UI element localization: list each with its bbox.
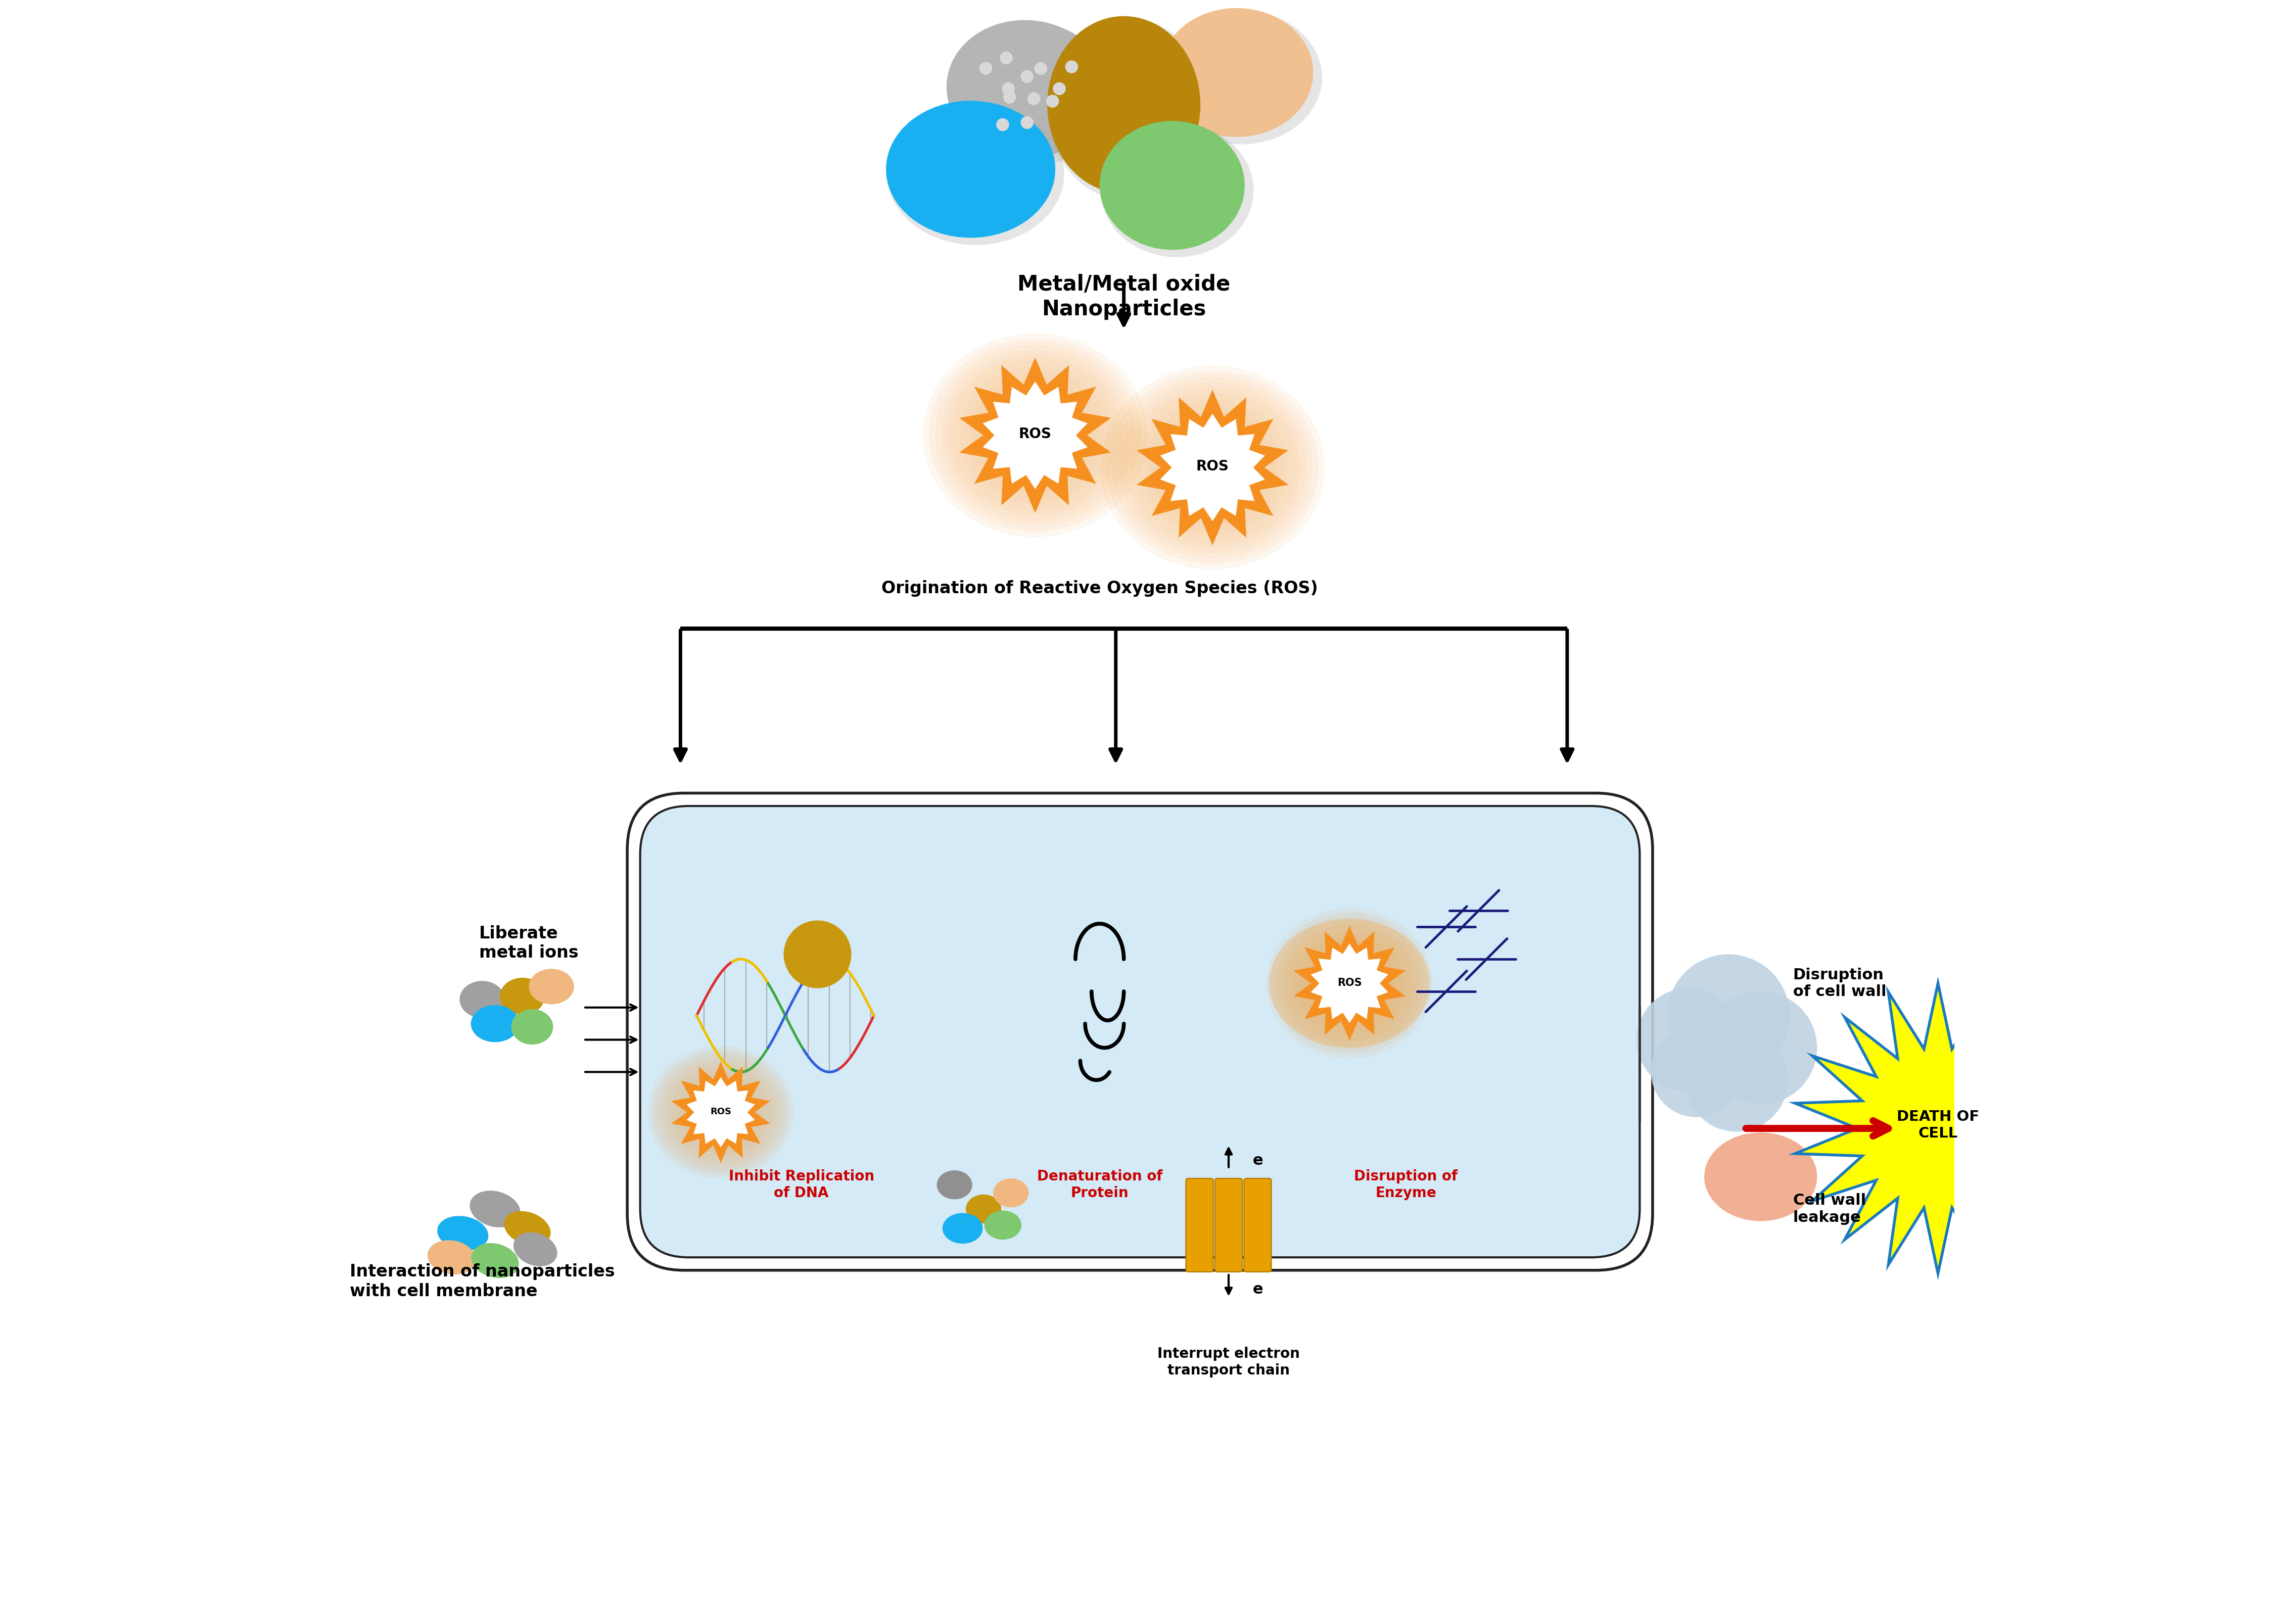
Polygon shape [1311, 943, 1389, 1024]
Text: Inhibit Replication
of DNA: Inhibit Replication of DNA [728, 1170, 875, 1199]
Circle shape [1065, 60, 1079, 73]
Ellipse shape [994, 1178, 1029, 1207]
Ellipse shape [1159, 8, 1313, 137]
Ellipse shape [1107, 371, 1318, 564]
FancyBboxPatch shape [627, 793, 1653, 1270]
Ellipse shape [1704, 1132, 1816, 1222]
Ellipse shape [436, 1215, 489, 1251]
Polygon shape [983, 382, 1088, 488]
Text: Disruption
of cell wall: Disruption of cell wall [1793, 967, 1887, 999]
Circle shape [1685, 1028, 1789, 1132]
Ellipse shape [471, 1191, 521, 1227]
Ellipse shape [934, 345, 1134, 526]
Polygon shape [1293, 925, 1405, 1041]
Text: DEATH OF
CELL: DEATH OF CELL [1896, 1111, 1979, 1140]
Ellipse shape [471, 1006, 519, 1041]
Circle shape [1667, 954, 1789, 1077]
Ellipse shape [1162, 10, 1322, 145]
Ellipse shape [930, 339, 1141, 532]
Text: ROS: ROS [1196, 459, 1228, 474]
Ellipse shape [967, 1194, 1001, 1224]
Circle shape [980, 61, 992, 74]
Ellipse shape [1114, 377, 1313, 558]
FancyBboxPatch shape [641, 806, 1639, 1257]
Ellipse shape [1272, 912, 1428, 1054]
Polygon shape [1137, 390, 1288, 545]
Circle shape [1651, 1027, 1740, 1117]
Text: e: e [1254, 1282, 1263, 1298]
Ellipse shape [647, 1046, 794, 1178]
Circle shape [1003, 90, 1015, 103]
FancyBboxPatch shape [1244, 1178, 1272, 1272]
Ellipse shape [1267, 908, 1433, 1059]
Ellipse shape [652, 1049, 790, 1175]
Text: Origination of Reactive Oxygen Species (ROS): Origination of Reactive Oxygen Species (… [882, 580, 1318, 596]
Ellipse shape [946, 19, 1107, 158]
Ellipse shape [514, 1232, 558, 1267]
Circle shape [1054, 82, 1065, 95]
Ellipse shape [657, 1053, 785, 1172]
Ellipse shape [528, 969, 574, 1004]
Ellipse shape [1047, 18, 1210, 200]
Circle shape [1047, 95, 1058, 108]
Polygon shape [960, 358, 1111, 513]
Circle shape [1001, 82, 1015, 95]
Text: Interaction of nanoparticles
with cell membrane: Interaction of nanoparticles with cell m… [349, 1264, 615, 1299]
Polygon shape [670, 1061, 769, 1164]
Ellipse shape [937, 1170, 971, 1199]
Circle shape [1637, 988, 1740, 1091]
Polygon shape [1795, 983, 2080, 1273]
Ellipse shape [1100, 366, 1325, 569]
Circle shape [1026, 92, 1040, 105]
Ellipse shape [985, 1211, 1022, 1240]
Text: Liberate
metal ions: Liberate metal ions [480, 925, 579, 961]
Ellipse shape [1277, 916, 1424, 1051]
Circle shape [1022, 69, 1033, 82]
Circle shape [1033, 63, 1047, 76]
Ellipse shape [427, 1240, 475, 1275]
Circle shape [1022, 116, 1033, 129]
Polygon shape [687, 1077, 755, 1148]
Polygon shape [1159, 414, 1265, 521]
Ellipse shape [923, 334, 1148, 537]
Text: ROS: ROS [1019, 427, 1052, 442]
Ellipse shape [501, 977, 544, 1016]
Ellipse shape [1047, 16, 1201, 193]
Ellipse shape [459, 980, 505, 1019]
Circle shape [996, 118, 1010, 131]
FancyBboxPatch shape [1215, 1178, 1242, 1272]
Ellipse shape [503, 1211, 551, 1246]
Ellipse shape [512, 1009, 553, 1045]
Circle shape [1704, 991, 1816, 1104]
Text: ROS: ROS [709, 1107, 732, 1116]
Text: e: e [1254, 1153, 1263, 1169]
Ellipse shape [1100, 123, 1254, 256]
Text: ROS: ROS [1336, 977, 1362, 988]
Text: Cell wall
leakage: Cell wall leakage [1793, 1193, 1867, 1225]
Ellipse shape [471, 1243, 519, 1278]
Circle shape [783, 920, 852, 988]
Ellipse shape [886, 100, 1056, 237]
Circle shape [999, 52, 1013, 64]
FancyBboxPatch shape [1187, 1178, 1212, 1272]
Ellipse shape [1270, 919, 1430, 1048]
Ellipse shape [1100, 121, 1244, 250]
Text: Metal/Metal oxide
Nanoparticles: Metal/Metal oxide Nanoparticles [1017, 274, 1231, 319]
Text: Interrupt electron
transport chain: Interrupt electron transport chain [1157, 1348, 1300, 1377]
Ellipse shape [948, 23, 1116, 164]
Text: Denaturation of
Protein: Denaturation of Protein [1038, 1170, 1162, 1199]
Text: Disruption of
Enzyme: Disruption of Enzyme [1355, 1170, 1458, 1199]
Ellipse shape [886, 103, 1063, 245]
Ellipse shape [941, 1212, 983, 1244]
